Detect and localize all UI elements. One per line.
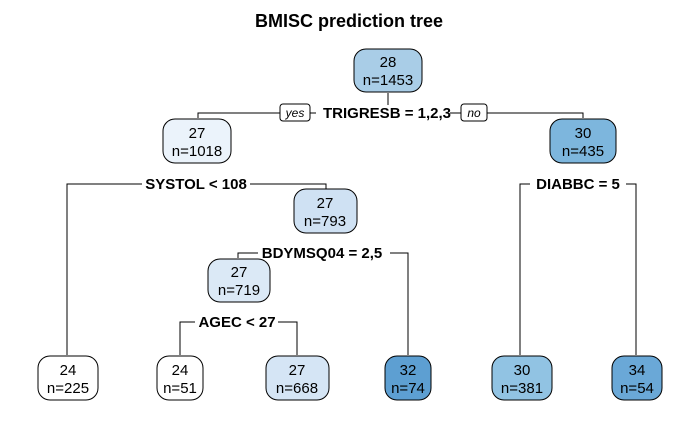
node-lrll: 24 n=51 [156, 355, 204, 401]
node-lrl-count: n=719 [218, 282, 260, 299]
node-lrlr-value: 27 [289, 362, 306, 379]
node-lrr: 32 n=74 [384, 355, 432, 401]
node-rr-count: n=54 [620, 380, 654, 397]
node-l-value: 27 [189, 125, 206, 142]
node-lrlr: 27 n=668 [265, 355, 330, 401]
node-lrl: 27 n=719 [207, 258, 271, 303]
node-lrll-value: 24 [172, 362, 189, 379]
node-rl-box [491, 355, 553, 401]
node-root-value: 28 [380, 54, 397, 71]
node-ll: 24 n=225 [37, 355, 99, 401]
edge-agec-right [278, 321, 298, 355]
node-ll-box [37, 355, 99, 401]
node-lr: 27 n=793 [293, 188, 358, 234]
node-lrr-count: n=74 [391, 380, 425, 397]
node-lrlr-count: n=668 [276, 380, 318, 397]
node-root-count: n=1453 [363, 72, 413, 89]
split-label-bdymsq04: BDYMSQ04 = 2,5 [262, 245, 382, 262]
node-ll-count: n=225 [47, 380, 89, 397]
tree-edges [66, 93, 637, 355]
node-rr: 34 n=54 [611, 355, 663, 401]
split-labels: TRIGRESB = 1,2,3 SYSTOL < 108 DIABBC = 5… [145, 105, 620, 331]
edge-root-right [450, 112, 584, 118]
node-lrr-box [384, 355, 432, 401]
node-l-count: n=1018 [172, 143, 222, 160]
no-tag-box [460, 103, 488, 122]
edge-systol-left [66, 183, 142, 355]
edge-bdymsq04-right [390, 252, 409, 355]
yes-tag-box [279, 103, 311, 122]
edge-diabbc-right [626, 183, 637, 355]
node-rl: 30 n=381 [491, 355, 553, 401]
node-l-box [162, 118, 232, 164]
node-lrl-value: 27 [231, 264, 248, 281]
edge-agec-left [179, 321, 195, 355]
split-label-agec: AGEC < 27 [198, 314, 275, 331]
split-label-systol: SYSTOL < 108 [145, 176, 247, 193]
node-r-value: 30 [575, 125, 592, 142]
node-r: 30 n=435 [549, 118, 617, 164]
node-lrll-box [156, 355, 204, 401]
yes-tag: yes [279, 103, 311, 122]
node-lr-count: n=793 [304, 213, 346, 230]
node-rl-count: n=381 [501, 380, 543, 397]
edge-diabbc-left [519, 183, 530, 355]
node-rr-value: 34 [629, 362, 646, 379]
node-lrr-value: 32 [400, 362, 417, 379]
edge-systol-right [250, 183, 327, 190]
node-lr-box [293, 188, 358, 234]
split-label-trigresb: TRIGRESB = 1,2,3 [323, 105, 451, 122]
node-root: 28 n=1453 [353, 48, 423, 93]
node-rr-box [611, 355, 663, 401]
node-root-box [353, 48, 423, 93]
no-tag-label: no [467, 106, 481, 120]
node-rl-value: 30 [514, 362, 531, 379]
no-tag: no [460, 103, 488, 122]
diagram-title: BMISC prediction tree [255, 11, 443, 31]
node-lrll-count: n=51 [163, 380, 197, 397]
yes-tag-label: yes [285, 106, 305, 120]
node-lrlr-box [265, 355, 330, 401]
edge-bdymsq04-left [237, 252, 258, 258]
node-lr-value: 27 [317, 195, 334, 212]
node-r-count: n=435 [562, 143, 604, 160]
split-label-diabbc: DIABBC = 5 [536, 176, 620, 193]
node-ll-value: 24 [60, 362, 77, 379]
edge-root-left [197, 112, 316, 118]
node-r-box [549, 118, 617, 164]
node-lrl-box [207, 258, 271, 303]
node-l: 27 n=1018 [162, 118, 232, 164]
